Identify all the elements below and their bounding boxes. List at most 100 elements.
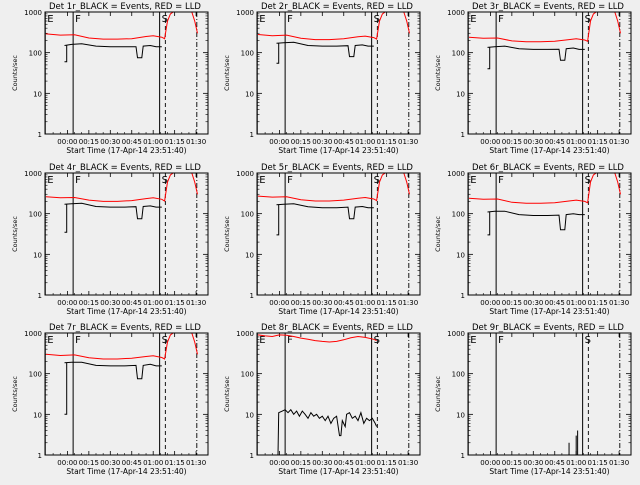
x-tick-label: 01:15: [165, 459, 185, 467]
events-series-black: [276, 203, 374, 220]
x-axis-label: Start Time (17-Apr-14 23:51:40): [278, 467, 398, 476]
marker-label-E: E: [47, 335, 53, 346]
x-tick-label: 01:30: [186, 138, 206, 146]
y-tick-label: 1: [250, 452, 254, 460]
y-tick-label: 1: [38, 131, 42, 139]
x-axis-label: Start Time (17-Apr-14 23:51:40): [278, 307, 398, 316]
panel-2: Det 2r_BLACK = Events, RED = LLD 1 10 100 10…: [223, 2, 421, 155]
events-series-black: [64, 202, 162, 220]
x-tick-label: 01:30: [609, 138, 629, 146]
x-tick-label: 00:15: [291, 459, 311, 467]
x-tick-label: 00:00: [57, 459, 77, 467]
x-tick-label: 01:30: [186, 299, 206, 307]
x-tick-label: 00:45: [545, 459, 565, 467]
x-tick-label: 00:15: [79, 299, 99, 307]
x-tick-label: 01:30: [398, 138, 418, 146]
marker-label-S: S: [162, 335, 168, 346]
x-tick-label: 00:45: [122, 299, 142, 307]
y-axis-label: Counts/sec: [223, 55, 231, 91]
lld-series-red: [468, 12, 621, 43]
plot-frame: [467, 172, 632, 296]
events-series-black: [64, 43, 162, 59]
events-dropout: [64, 45, 68, 63]
y-tick-label: 10: [456, 251, 465, 259]
x-tick-label: 00:45: [334, 459, 354, 467]
x-tick-label: 00:00: [269, 459, 289, 467]
y-tick-label: 100: [241, 50, 254, 58]
x-axis-label: Start Time (17-Apr-14 23:51:40): [66, 467, 186, 476]
lld-series-red: [257, 12, 410, 41]
y-axis-label: Counts/sec: [223, 216, 231, 252]
y-tick-label: 1000: [236, 330, 254, 338]
y-tick-label: 10: [456, 90, 465, 98]
y-axis-label: Counts/sec: [223, 376, 231, 412]
x-tick-label: 01:00: [355, 459, 375, 467]
x-tick-label: 01:15: [165, 138, 185, 146]
x-axis-label: Start Time (17-Apr-14 23:51:40): [489, 146, 609, 155]
x-tick-label: 01:00: [143, 138, 163, 146]
marker-label-F: F: [75, 175, 81, 186]
x-tick-label: 00:15: [502, 138, 522, 146]
x-axis-label: Start Time (17-Apr-14 23:51:40): [489, 467, 609, 476]
x-tick-label: 01:15: [165, 299, 185, 307]
y-tick-label: 10: [33, 411, 42, 419]
x-tick-label: 01:30: [398, 299, 418, 307]
panel-4: Det 4r_BLACK = Events, RED = LLD 1 10 100 10…: [11, 163, 209, 316]
events-dropout: [487, 47, 491, 70]
marker-label-E: E: [47, 14, 53, 25]
x-tick-label: 00:30: [312, 299, 332, 307]
marker-label-F: F: [75, 14, 81, 25]
plot-frame: [256, 332, 421, 456]
x-tick-label: 00:30: [312, 459, 332, 467]
lld-series-red: [45, 12, 198, 40]
marker-label-S: S: [162, 14, 168, 25]
panel-8: Det 8r_BLACK = Events, RED = LLD 1 10 100 10…: [223, 323, 421, 476]
marker-label-E: E: [470, 335, 476, 346]
y-tick-label: 10: [33, 251, 42, 259]
plot-frame: [467, 11, 632, 135]
panel-title: Det 2r_BLACK = Events, RED = LLD: [261, 2, 413, 12]
lld-series-red: [45, 333, 198, 360]
panel-7: Det 7r_BLACK = Events, RED = LLD 1 10 100 10…: [11, 323, 209, 476]
y-tick-label: 10: [245, 251, 254, 259]
y-axis-label: Counts/sec: [434, 216, 442, 252]
events-series-black: [487, 45, 585, 61]
events-dropout: [276, 43, 280, 64]
marker-label-S: S: [374, 335, 380, 346]
marker-label-F: F: [498, 14, 504, 25]
y-axis-label: Counts/sec: [434, 55, 442, 91]
y-tick-label: 100: [29, 371, 42, 379]
marker-label-S: S: [585, 175, 591, 186]
y-tick-label: 10: [33, 90, 42, 98]
x-tick-label: 00:30: [312, 138, 332, 146]
x-tick-label: 00:30: [100, 299, 120, 307]
marker-label-S: S: [585, 14, 591, 25]
y-tick-label: 1000: [447, 170, 465, 178]
y-tick-label: 100: [241, 211, 254, 219]
y-tick-label: 1000: [447, 330, 465, 338]
y-tick-label: 100: [29, 50, 42, 58]
x-tick-label: 00:00: [480, 299, 500, 307]
x-axis-label: Start Time (17-Apr-14 23:51:40): [278, 146, 398, 155]
marker-label-S: S: [162, 175, 168, 186]
plot-frame: [44, 11, 209, 135]
x-tick-label: 01:30: [609, 299, 629, 307]
x-tick-label: 00:00: [269, 299, 289, 307]
x-tick-label: 00:45: [334, 138, 354, 146]
y-tick-label: 1: [250, 292, 254, 300]
marker-label-F: F: [498, 175, 504, 186]
x-tick-label: 00:15: [291, 138, 311, 146]
x-tick-label: 00:30: [100, 138, 120, 146]
x-tick-label: 00:30: [523, 299, 543, 307]
x-tick-label: 01:15: [588, 138, 608, 146]
events-series-black: [487, 210, 585, 231]
x-tick-label: 01:30: [186, 459, 206, 467]
y-tick-label: 1: [461, 452, 465, 460]
y-axis-label: Counts/sec: [11, 376, 19, 412]
plot-frame: [467, 332, 632, 456]
panel-6: Det 6r_BLACK = Events, RED = LLD 1 10 100 10…: [434, 163, 632, 316]
y-tick-label: 1000: [236, 9, 254, 17]
x-axis-label: Start Time (17-Apr-14 23:51:40): [66, 146, 186, 155]
y-tick-label: 1000: [24, 330, 42, 338]
x-tick-label: 01:15: [377, 138, 397, 146]
